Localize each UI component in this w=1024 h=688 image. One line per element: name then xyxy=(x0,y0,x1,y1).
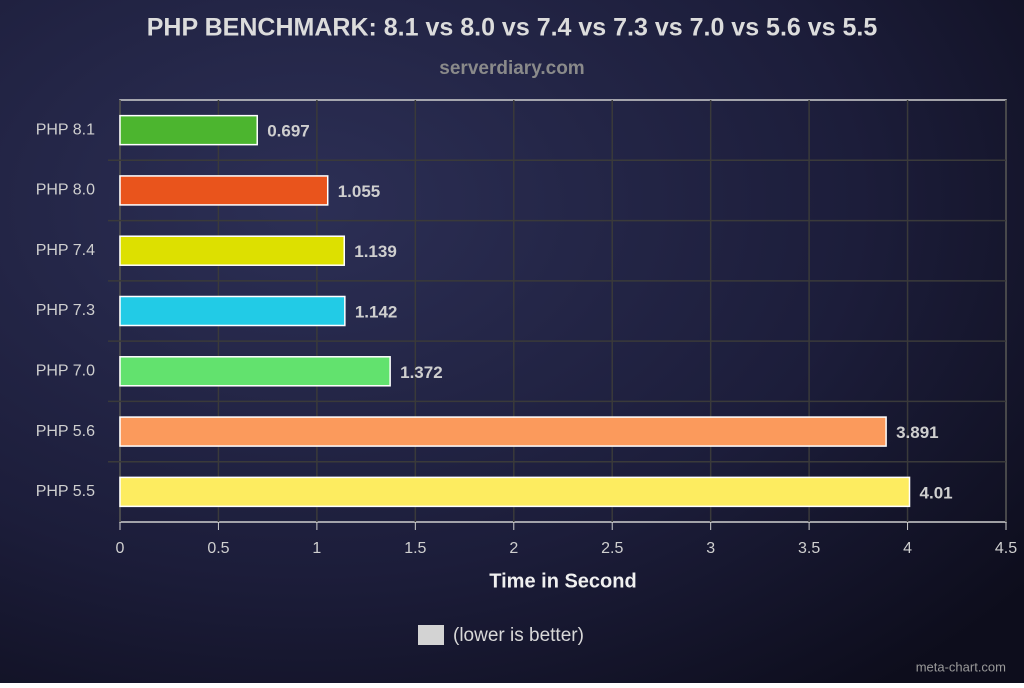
x-tick-label: 3.5 xyxy=(798,540,820,557)
bar xyxy=(119,175,329,206)
chart-title: PHP BENCHMARK: 8.1 vs 8.0 vs 7.4 vs 7.3 … xyxy=(147,14,878,42)
value-label: 0.697 xyxy=(267,122,310,141)
value-label: 3.891 xyxy=(896,423,939,442)
bar xyxy=(119,295,346,327)
x-tick-label: 0.5 xyxy=(207,540,229,557)
legend-label: (lower is better) xyxy=(453,625,584,646)
y-tick-label: PHP 7.4 xyxy=(36,242,95,259)
y-tick-label: PHP 7.0 xyxy=(36,363,95,380)
y-tick-label: PHP 5.6 xyxy=(36,423,95,440)
bar xyxy=(119,356,391,387)
bar xyxy=(119,476,911,508)
x-tick-label: 4 xyxy=(903,540,912,557)
x-tick-label: 3 xyxy=(706,540,715,557)
value-label: 1.055 xyxy=(338,182,381,201)
x-tick-label: 1 xyxy=(312,540,321,557)
x-tick-label: 0 xyxy=(116,540,125,557)
y-tick-label: PHP 7.3 xyxy=(36,302,95,319)
x-axis-label: Time in Second xyxy=(489,570,636,592)
y-tick-label: PHP 5.5 xyxy=(36,483,95,500)
legend-swatch xyxy=(418,625,444,645)
x-tick-label: 2.5 xyxy=(601,540,623,557)
value-label: 1.139 xyxy=(354,242,397,261)
bar xyxy=(119,416,887,447)
watermark: meta-chart.com xyxy=(916,659,1006,674)
chart-subtitle: serverdiary.com xyxy=(439,58,584,79)
bar xyxy=(119,114,258,146)
y-tick-label: PHP 8.0 xyxy=(36,182,95,199)
value-label: 4.01 xyxy=(920,483,953,502)
x-tick-label: 1.5 xyxy=(404,540,426,557)
value-label: 1.142 xyxy=(355,302,398,321)
y-tick-label: PHP 8.1 xyxy=(36,121,95,138)
x-tick-label: 2 xyxy=(509,540,518,557)
value-label: 1.372 xyxy=(400,363,443,382)
x-tick-label: 4.5 xyxy=(995,540,1017,557)
bar xyxy=(119,235,346,266)
